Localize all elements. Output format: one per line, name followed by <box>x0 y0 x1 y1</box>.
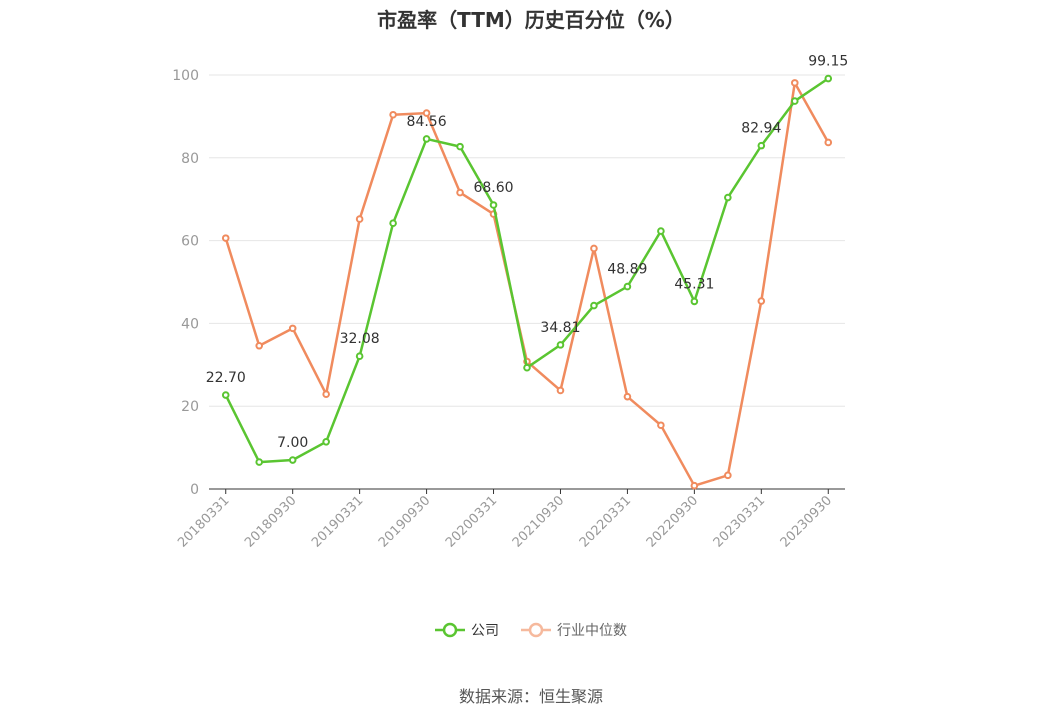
data-source-note: 数据来源：恒生聚源 <box>458 687 603 706</box>
company-data-label: 82.94 <box>741 121 781 137</box>
x-tick-label: 20180930 <box>242 493 299 550</box>
industry-data-point <box>690 481 699 490</box>
company-data-point <box>255 458 264 466</box>
company-data-point <box>623 282 632 291</box>
company-data-point <box>288 456 297 464</box>
industry-data-point <box>824 138 833 147</box>
chart-title: 市盈率（TTM）历史百分位（%） <box>377 8 685 32</box>
company-data-point <box>757 141 766 150</box>
company-data-label: 68.60 <box>473 180 513 196</box>
company-data-point <box>790 97 799 105</box>
company-data-point <box>824 74 833 83</box>
company-data-label: 99.15 <box>808 54 848 70</box>
industry-data-point <box>556 386 565 395</box>
industry-data-point <box>322 390 330 398</box>
company-data-point <box>389 219 397 228</box>
y-tick-label: 0 <box>190 482 199 498</box>
industry-data-point <box>255 341 264 350</box>
company-data-label: 22.70 <box>206 370 246 386</box>
x-tick-label: 20220331 <box>577 493 634 550</box>
y-tick-label: 20 <box>181 399 199 415</box>
company-data-point <box>355 352 364 360</box>
company-data-point <box>657 227 665 235</box>
x-tick-label: 20230331 <box>711 493 768 550</box>
company-data-point <box>422 135 431 143</box>
y-tick-label: 60 <box>181 234 199 250</box>
industry-data-point <box>623 392 632 401</box>
x-tick-label: 20210930 <box>510 493 567 550</box>
y-tick-label: 100 <box>172 68 199 84</box>
industry-data-point <box>657 421 665 430</box>
y-tick-label: 80 <box>181 151 199 167</box>
company-data-label: 45.31 <box>674 276 714 292</box>
industry-data-point <box>389 110 397 119</box>
company-data-point <box>590 301 598 310</box>
company-data-point <box>322 438 330 446</box>
company-data-point <box>456 142 464 151</box>
industry-series-line <box>224 81 830 487</box>
industry-data-point <box>355 215 364 223</box>
legend-item-company[interactable]: 公司 <box>435 620 499 640</box>
legend-industry-marker-icon <box>521 622 551 638</box>
y-tick-label: 40 <box>181 316 199 332</box>
x-tick-label: 20190930 <box>376 493 433 550</box>
legend-company-marker-icon <box>435 622 465 638</box>
industry-data-point <box>724 471 732 480</box>
industry-data-point <box>757 297 766 305</box>
x-tick-label: 20200331 <box>443 493 500 550</box>
industry-data-point <box>590 244 598 253</box>
legend-industry-label: 行业中位数 <box>557 623 627 639</box>
x-tick-label: 20230930 <box>778 493 835 550</box>
x-tick-label: 20220930 <box>644 493 701 550</box>
company-data-label: 7.00 <box>277 435 308 451</box>
x-tick-label: 20180331 <box>175 493 232 550</box>
company-data-point <box>724 193 732 202</box>
industry-data-point <box>790 79 799 87</box>
company-data-point <box>556 341 565 349</box>
company-data-label: 32.08 <box>340 331 380 347</box>
legend-company-label: 公司 <box>471 623 499 639</box>
company-data-point <box>690 297 699 306</box>
industry-data-point <box>456 188 464 197</box>
legend-item-industry[interactable]: 行业中位数 <box>521 620 627 640</box>
company-data-point <box>489 201 498 209</box>
legend: 公司 行业中位数 <box>0 620 1062 640</box>
company-data-point <box>523 363 531 372</box>
industry-data-point <box>221 234 230 242</box>
industry-data-point <box>288 324 297 333</box>
company-data-label: 34.81 <box>540 320 580 336</box>
industry-data-point <box>422 109 431 117</box>
company-data-label: 48.89 <box>607 262 647 278</box>
company-data-label: 84.56 <box>407 114 447 130</box>
company-data-point <box>221 391 230 399</box>
x-tick-label: 20190331 <box>309 493 366 550</box>
company-series-line <box>224 77 829 464</box>
